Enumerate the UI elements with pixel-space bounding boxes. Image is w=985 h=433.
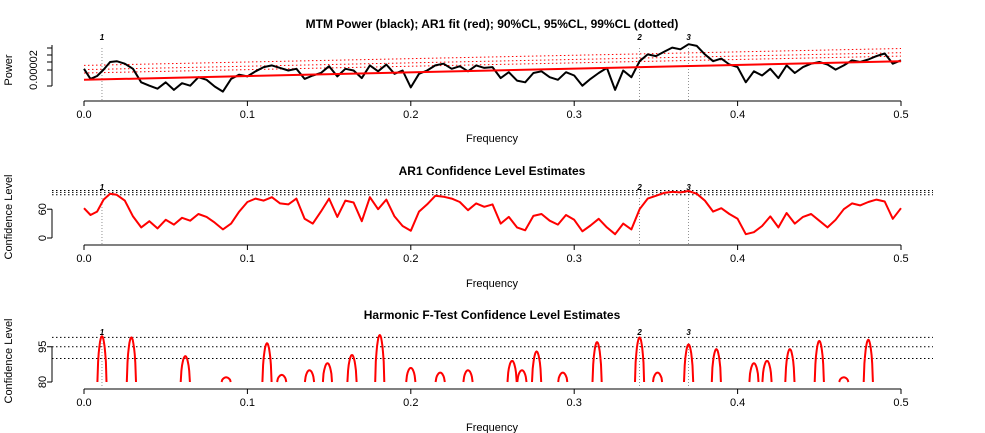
ftest-y-tick-label: 80: [37, 376, 49, 388]
ar1-x-tick-label: 0.5: [893, 253, 908, 265]
ar1-peak-label: 3: [686, 183, 691, 192]
ftest-ftest-peak: [374, 334, 386, 383]
ar1-x-tick-label: 0.4: [730, 253, 745, 265]
ftest-ftest-peak: [634, 336, 646, 383]
ftest-ftest-peak: [531, 350, 543, 383]
ftest-ftest-peak: [220, 376, 232, 383]
ftest-ftest-peak: [405, 366, 417, 383]
ftest-x-tick-label: 0.5: [893, 397, 908, 409]
power-x-axis-label: Frequency: [466, 133, 518, 145]
ar1-x-tick-label: 0.2: [403, 253, 418, 265]
ar1-y-axis-label: Confidence Level: [3, 174, 15, 259]
power-x-axis: 0.0 0.1 0.2 0.3 0.4 0.5: [47, 45, 909, 121]
power-x-tick-label: 0.3: [567, 109, 582, 121]
ftest-ftest-peak: [813, 339, 825, 383]
ftest-ftest-peak: [125, 336, 137, 383]
ftest-chart-title: Harmonic F-Test Confidence Level Estimat…: [364, 308, 621, 322]
ftest-peak-label: 2: [636, 328, 642, 337]
power-confidence-lines: [83, 48, 902, 74]
ar1-x-tick-label: 0.3: [567, 253, 582, 265]
ftest-ftest-peak: [683, 343, 695, 383]
ftest-ftest-peak: [96, 335, 108, 383]
ftest-x-tick-label: 0.0: [76, 397, 91, 409]
ar1-x-axis-label: Frequency: [466, 278, 518, 290]
ftest-ftest-peak: [261, 342, 273, 383]
ar1-peak-label: 1: [100, 183, 105, 192]
power-x-tick-label: 0.0: [76, 109, 91, 121]
ar1-y-tick-label: 60: [37, 203, 49, 215]
ar1-x-axis: 0.0 0.1 0.2 0.3 0.4 0.5: [76, 244, 909, 265]
power-peak-label: 3: [686, 33, 691, 42]
ftest-x-tick-label: 0.4: [730, 397, 745, 409]
power-peak-label: 1: [100, 33, 105, 42]
ftest-x-tick-label: 0.3: [567, 397, 582, 409]
ftest-ftest-peak: [748, 362, 760, 383]
ftest-confidence-panel: Harmonic F-Test Confidence Level Estimat…: [3, 308, 933, 433]
power-chart-title: MTM Power (black); AR1 fit (red); 90%CL,…: [306, 17, 679, 31]
power-y-axis-label: Power: [3, 54, 15, 86]
ftest-ftest-peak: [838, 376, 850, 383]
ftest-ftest-peak: [434, 371, 446, 383]
ftest-ftest-peak: [652, 371, 664, 383]
ftest-y-axis: 80 95: [37, 341, 53, 388]
ftest-ftest-peak: [506, 359, 518, 383]
ftest-series: [96, 334, 874, 383]
power-x-tick-label: 0.1: [240, 109, 255, 121]
ftest-ftest-peak: [346, 354, 358, 383]
ar1-confidence-panel: AR1 Confidence Level Estimates Confidenc…: [3, 164, 933, 290]
ftest-ftest-peak: [321, 362, 333, 383]
ftest-x-tick-label: 0.2: [403, 397, 418, 409]
ar1-peak-markers: 1 2 3: [100, 183, 691, 244]
power-series-99-cl: [83, 48, 902, 66]
ftest-ftest-peak: [179, 355, 191, 383]
power-peak-markers: 1 2 3: [100, 33, 691, 100]
ftest-peak-label: 3: [686, 328, 691, 337]
ftest-ftest-peak: [784, 348, 796, 383]
power-series-ar1-fit: [83, 60, 902, 81]
ftest-reference-lines: [52, 336, 933, 359]
ftest-ftest-peak: [862, 338, 874, 383]
power-x-tick-label: 0.2: [403, 109, 418, 121]
ar1-reference-lines: [52, 189, 933, 196]
power-spectrum-panel: MTM Power (black); AR1 fit (red); 90%CL,…: [3, 17, 909, 145]
power-x-tick-label: 0.4: [730, 109, 745, 121]
ar1-peak-label: 2: [636, 183, 642, 192]
ar1-y-tick-label: 0: [37, 235, 49, 241]
ftest-ftest-peak: [591, 341, 603, 383]
ftest-ftest-peak: [303, 369, 316, 383]
ftest-ftest-peak: [516, 369, 528, 383]
ftest-peak-label: 1: [100, 328, 105, 337]
ftest-ftest-peak: [276, 373, 288, 383]
power-y-tick-label: 0.00002: [28, 50, 40, 90]
ftest-x-axis: 0.0 0.1 0.2 0.3 0.4 0.5: [76, 388, 909, 409]
ar1-y-axis: 0 60: [37, 203, 53, 241]
ftest-x-axis-label: Frequency: [466, 422, 518, 433]
power-series-mtm-power: [83, 43, 902, 93]
ar1-x-tick-label: 0.0: [76, 253, 91, 265]
ftest-peak-markers: 1 2 3: [100, 328, 691, 388]
ar1-series: [83, 190, 902, 236]
power-series-90-cl: [83, 55, 902, 74]
power-x-tick-label: 0.5: [893, 109, 908, 121]
ftest-y-axis-label: Confidence Level: [3, 318, 15, 403]
ftest-ftest-peak: [462, 369, 474, 383]
power-series: [83, 43, 902, 93]
power-series-95-cl: [83, 52, 902, 71]
ar1-series-ar1-confidence-level: [83, 190, 902, 236]
ftest-ftest-peak: [557, 371, 569, 383]
ftest-x-tick-label: 0.1: [240, 397, 255, 409]
ar1-x-tick-label: 0.1: [240, 253, 255, 265]
ftest-y-tick-label: 95: [37, 341, 49, 353]
power-peak-label: 2: [636, 33, 642, 42]
ftest-ftest-peak: [710, 348, 722, 383]
ftest-ftest-peak: [761, 359, 773, 383]
ar1-chart-title: AR1 Confidence Level Estimates: [399, 164, 586, 178]
